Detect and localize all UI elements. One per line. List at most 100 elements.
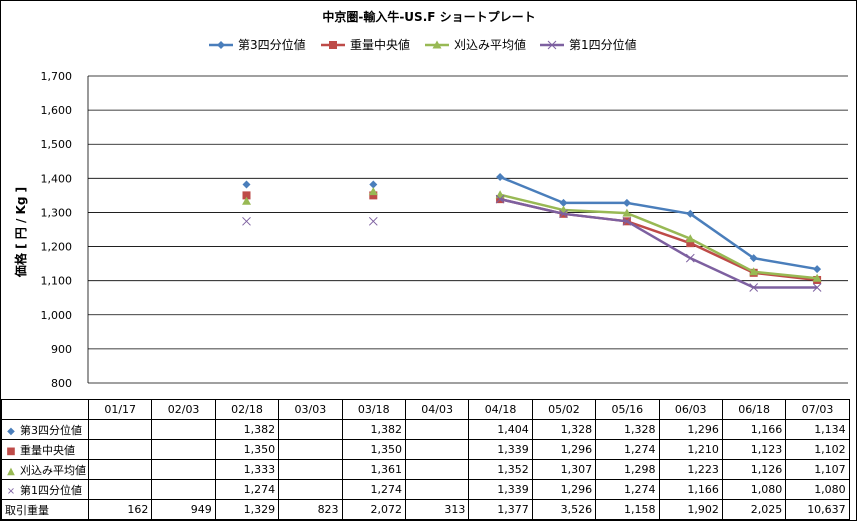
y-tick-label: 1,700 (41, 70, 73, 83)
legend-marker (432, 40, 442, 49)
data-point (242, 191, 251, 200)
data-label (87, 419, 153, 440)
legend-marker (329, 41, 337, 49)
table-row-label: ◆ 第3四分位値 (1, 419, 89, 440)
data-label: 1,126 (721, 459, 787, 480)
data-point (369, 191, 378, 200)
legend-label: 第3四分位値 (238, 37, 306, 52)
series-line-segment (626, 211, 691, 240)
volume-value: 162 (87, 499, 153, 520)
table-row-label: ■ 重量中央値 (1, 439, 89, 460)
data-point (812, 273, 822, 282)
volume-value: 313 (404, 499, 470, 520)
volume-value: 1,902 (658, 499, 723, 520)
y-tick-label: 1,500 (41, 138, 73, 151)
data-table: 01/17 02/03 02/18 03/03 03/18 04/03 04/18 05/02… (1, 399, 850, 520)
data-point (559, 198, 568, 207)
legend-entry: 刈込み平均値 (425, 37, 526, 52)
legend-label: 第1四分位値 (569, 37, 637, 52)
y-tick-label: 1,600 (41, 104, 73, 117)
y-axis: 800 900 1,000 1,100 1,200 1,300 1,400 1,500 1,60… (41, 70, 89, 390)
series-3 (242, 187, 822, 282)
data-label: 1,404 (468, 419, 533, 440)
data-point (368, 216, 378, 226)
data-label: 1,080 (721, 479, 787, 500)
data-label: 1,134 (785, 419, 850, 440)
series-line-segment (499, 175, 564, 205)
legend-label: 重量中央値 (350, 37, 410, 52)
y-tick-label: 800 (51, 377, 72, 390)
data-label: 1,274 (595, 479, 660, 500)
table-header-row: 01/17 02/03 02/18 03/03 03/18 04/03 04/18 05/02… (1, 399, 850, 420)
volume-value: 823 (278, 499, 343, 520)
data-label (87, 439, 153, 460)
table-corner-cell (1, 399, 89, 420)
series-4 (242, 194, 822, 292)
y-tick-label: 1,200 (41, 241, 73, 254)
plot-area (242, 172, 822, 292)
data-label (151, 439, 216, 460)
data-label: 1,166 (721, 419, 787, 440)
volume-value: 2,025 (721, 499, 787, 520)
data-point (685, 253, 695, 263)
series-line-segment (626, 201, 691, 216)
data-label: 1,102 (785, 439, 850, 460)
data-point (749, 267, 759, 276)
series-1 (242, 172, 822, 274)
series-line-segment (563, 212, 628, 223)
data-label: 1,107 (785, 459, 850, 480)
volume-value: 2,072 (341, 499, 406, 520)
series-line-segment (626, 220, 691, 245)
data-label (87, 479, 153, 500)
data-point (368, 187, 378, 196)
data-label: 1,123 (721, 439, 787, 460)
series-name: 第1四分位値 (20, 483, 82, 497)
x-tick-label: 02/03 (151, 399, 216, 420)
series-marker-icon: ◆ (7, 425, 15, 437)
data-label: 1,339 (468, 479, 533, 500)
data-label: 1,296 (658, 419, 723, 440)
data-label (404, 419, 470, 440)
series-line-segment (563, 208, 627, 215)
legend-entry: 第1四分位値 (540, 37, 637, 52)
series-line-segment (689, 212, 755, 260)
data-point (812, 283, 822, 292)
series-line-segment (753, 256, 818, 271)
data-point (559, 209, 568, 219)
chart-title: 中京圏-輸入牛-US.F ショートプレート (322, 9, 535, 24)
table-row-label: ▲ 刈込み平均値 (1, 459, 89, 480)
x-tick-label: 03/03 (278, 399, 343, 420)
x-tick-label: 05/16 (595, 399, 660, 420)
y-axis-label: 価格 [ 円 / Kg ] (13, 187, 28, 278)
data-label: 1,352 (468, 459, 533, 480)
legend-label: 刈込み平均値 (454, 37, 526, 52)
series-line-segment (499, 193, 564, 212)
series-name: 刈込み平均値 (20, 463, 86, 477)
data-label: 1,296 (531, 439, 597, 460)
volume-value: 949 (151, 499, 216, 520)
x-tick-label: 04/03 (404, 399, 470, 420)
series-name: 重量中央値 (20, 443, 75, 457)
x-tick-label: 02/18 (214, 399, 280, 420)
data-point (242, 216, 251, 226)
data-label: 1,339 (468, 439, 533, 460)
data-label: 1,328 (531, 419, 597, 440)
data-label: 1,296 (531, 479, 597, 500)
series-line-segment (689, 237, 755, 273)
data-label (151, 479, 216, 500)
data-point (749, 283, 759, 292)
data-label (404, 459, 470, 480)
data-point (369, 180, 378, 189)
legend-entry: 重量中央値 (321, 37, 410, 52)
data-label: 1,274 (341, 479, 406, 500)
data-label (278, 439, 343, 460)
data-label (151, 419, 216, 440)
data-label: 1,382 (341, 419, 406, 440)
x-tick-label: 06/03 (658, 399, 723, 420)
legend: 第3四分位値 重量中央値 刈込み平均値 第1四分位値 (209, 37, 637, 52)
data-label (404, 439, 470, 460)
x-tick-label: 05/02 (531, 399, 597, 420)
volume-value: 1,377 (468, 499, 533, 520)
data-label: 1,350 (214, 439, 280, 460)
